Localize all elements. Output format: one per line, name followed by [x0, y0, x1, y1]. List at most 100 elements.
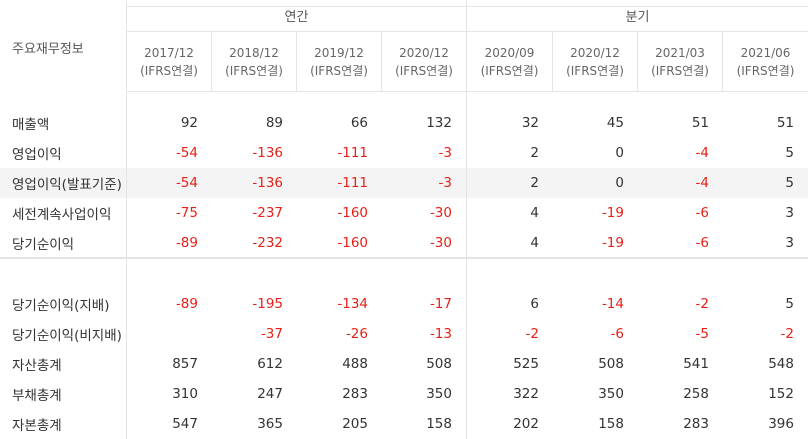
table-cell: 283 [683, 416, 709, 432]
row-label: 영업이익(발표기준) [0, 168, 127, 198]
table-cell: 541 [683, 356, 709, 372]
table-cell: 6 [530, 296, 539, 312]
table-cell: 3 [785, 205, 794, 221]
table-cell [127, 319, 212, 349]
table-cell: 350 [598, 386, 624, 402]
table-cell: -2 [525, 326, 539, 342]
table-cell: 508 [382, 349, 467, 379]
table-cell: 4 [530, 205, 539, 221]
table-title-cell: 주요재무정보 [0, 0, 127, 92]
table-cell: -37 [260, 326, 283, 342]
column-header: 2020/12 (IFRS연결) [553, 32, 638, 92]
table-title: 주요재무정보 [12, 42, 84, 57]
table-cell: -54 [175, 145, 198, 161]
table-cell: -2 [695, 296, 709, 312]
table-cell: -3 [382, 168, 467, 198]
column-header: 2018/12 (IFRS연결) [212, 32, 297, 92]
table-cell: 89 [265, 115, 283, 131]
table-cell: 547 [172, 416, 198, 432]
table-cell: -6 [695, 205, 709, 221]
table-cell: 857 [172, 356, 198, 372]
row-label: 당기순이익(지배) [0, 289, 127, 319]
table-cell: -111 [297, 168, 382, 198]
column-period: 2020/12 [570, 45, 620, 60]
group-header-quarter: 분기 [467, 0, 808, 32]
group-header-annual: 연간 [127, 0, 467, 32]
table-cell: 283 [342, 386, 368, 402]
table-cell: 5 [785, 145, 794, 161]
table-cell: 45 [606, 115, 624, 131]
column-period: 2018/12 [229, 45, 279, 60]
column-period: 2019/12 [314, 45, 364, 60]
column-basis: (IFRS연결) [310, 63, 368, 78]
table-cell: 51 [776, 115, 794, 131]
spacer-cell [638, 92, 723, 108]
spacer-cell [553, 92, 638, 108]
block-gap-cell [723, 258, 808, 289]
table-cell: -30 [382, 228, 467, 258]
table-cell: 158 [382, 409, 467, 439]
table-cell: 132 [382, 108, 467, 138]
row-label: 세전계속사업이익 [0, 198, 127, 228]
spacer-cell [723, 92, 808, 108]
column-basis: (IFRS연결) [480, 63, 539, 78]
table-cell: 612 [257, 356, 283, 372]
table-cell: 3 [723, 228, 808, 258]
table-cell: 508 [598, 356, 624, 372]
table-cell: -134 [337, 296, 368, 312]
table-cell: -136 [212, 168, 297, 198]
row-label: 당기순이익 [0, 228, 127, 258]
table-cell: 66 [350, 115, 368, 131]
block-gap-cell [553, 258, 638, 289]
column-basis: (IFRS연결) [566, 63, 624, 78]
table-cell: 0 [615, 145, 624, 161]
row-label: 당기순이익(비지배) [0, 319, 127, 349]
table-cell: 322 [513, 386, 539, 402]
table-cell: -2 [780, 326, 794, 342]
table-cell: 396 [768, 416, 794, 432]
row-label: 자본총계 [0, 409, 127, 439]
table-cell: -54 [127, 168, 212, 198]
table-cell: -4 [695, 145, 709, 161]
table-cell: -136 [252, 145, 283, 161]
block-gap-cell [127, 258, 212, 289]
table-cell: -6 [638, 228, 723, 258]
table-cell: -30 [382, 198, 467, 228]
block-gap-cell [0, 258, 127, 289]
block-gap-cell [382, 258, 467, 289]
table-cell: -17 [382, 289, 467, 319]
row-label: 매출액 [0, 108, 127, 138]
table-cell: -4 [638, 168, 723, 198]
table-cell: -3 [382, 138, 467, 168]
table-cell: 5 [723, 168, 808, 198]
table-cell: 152 [768, 386, 794, 402]
column-header: 2020/09 (IFRS연결) [467, 32, 553, 92]
column-basis: (IFRS연결) [140, 63, 198, 78]
table-cell: -111 [337, 145, 368, 161]
table-cell: 205 [342, 416, 368, 432]
column-period: 2020/12 [399, 45, 449, 60]
table-cell: -19 [601, 205, 624, 221]
table-cell: -19 [553, 228, 638, 258]
table-cell: 4 [467, 228, 553, 258]
spacer-cell [0, 92, 127, 108]
row-label: 자산총계 [0, 349, 127, 379]
spacer-cell [297, 92, 382, 108]
column-basis: (IFRS연결) [736, 63, 795, 78]
column-header: 2021/06 (IFRS연결) [723, 32, 808, 92]
table-cell: -14 [601, 296, 624, 312]
table-cell: 488 [342, 356, 368, 372]
column-basis: (IFRS연결) [225, 63, 283, 78]
table-cell: -13 [382, 319, 467, 349]
table-cell: -6 [610, 326, 624, 342]
column-header: 2021/03 (IFRS연결) [638, 32, 723, 92]
row-label: 부채총계 [0, 379, 127, 409]
table-cell: -75 [175, 205, 198, 221]
table-cell: 0 [553, 168, 638, 198]
table-cell: 548 [768, 356, 794, 372]
block-gap-cell [297, 258, 382, 289]
column-period: 2021/03 [655, 45, 705, 60]
table-cell: -89 [127, 228, 212, 258]
